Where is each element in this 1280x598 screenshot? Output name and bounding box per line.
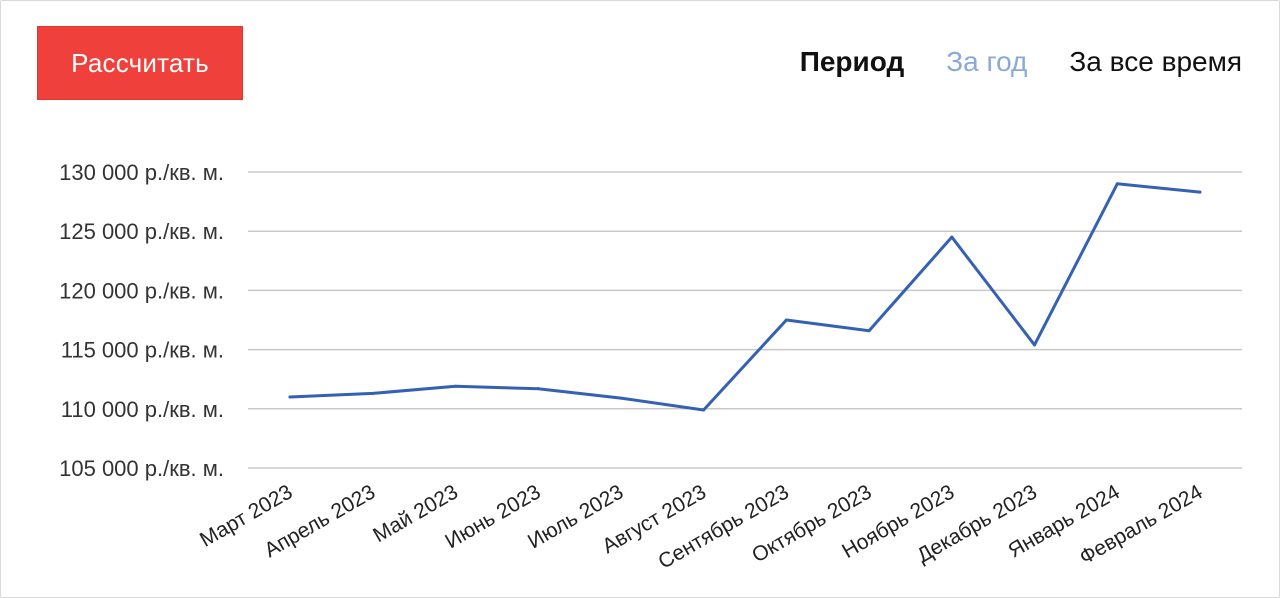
y-tick-label: 115 000 р./кв. м. <box>61 338 224 363</box>
y-tick-label: 125 000 р./кв. м. <box>59 219 224 244</box>
y-tick-label: 110 000 р./кв. м. <box>61 397 224 422</box>
grid-lines <box>248 171 1242 469</box>
data-point <box>536 387 540 391</box>
period-selector: Период За год За все время <box>800 46 1242 78</box>
calculate-button[interactable]: Рассчитать <box>37 26 243 100</box>
data-point <box>702 408 706 412</box>
period-option-year[interactable]: За год <box>946 46 1028 77</box>
data-point <box>453 384 457 388</box>
series-layer <box>288 182 1202 412</box>
series-line <box>288 182 1202 412</box>
data-point <box>1115 182 1119 186</box>
data-point <box>619 396 623 400</box>
data-point <box>288 395 292 399</box>
data-point <box>1033 343 1037 347</box>
period-label: Период <box>799 46 905 77</box>
data-point <box>371 391 375 395</box>
data-point <box>867 329 871 333</box>
data-point <box>784 318 788 322</box>
y-axis-ticks: 105 000 р./кв. м. 110 000 р./кв. м. 115 00… <box>59 160 224 481</box>
y-tick-label: 120 000 р./кв. м. <box>59 278 224 303</box>
data-point <box>950 235 954 239</box>
y-tick-label: 105 000 р./кв. м. <box>59 456 224 481</box>
period-option-all-time[interactable]: За все время <box>1069 46 1242 77</box>
y-tick-label: 130 000 р./кв. м. <box>59 160 224 185</box>
data-point <box>1198 190 1202 194</box>
